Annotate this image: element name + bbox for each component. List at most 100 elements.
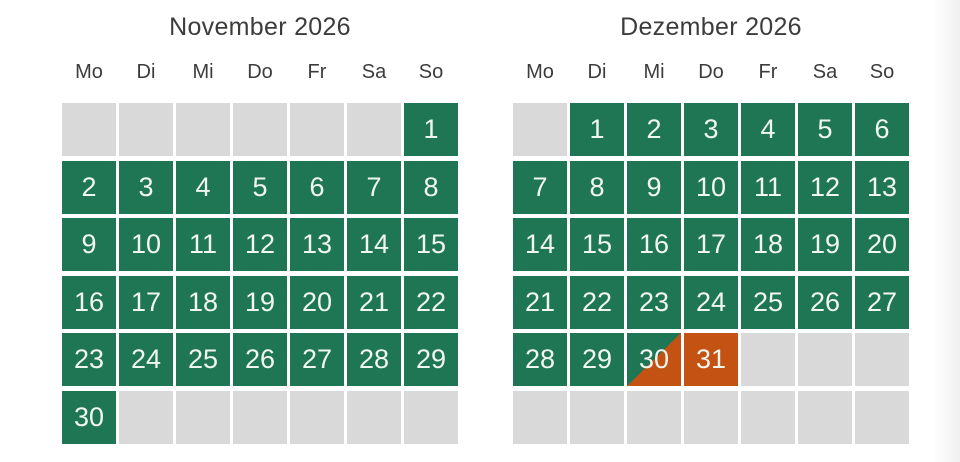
day-cell-16[interactable]: 16 [627, 218, 681, 271]
day-cell-4[interactable]: 4 [176, 160, 230, 214]
day-cell-7[interactable]: 7 [347, 160, 401, 214]
day-cell-6[interactable]: 6 [290, 160, 344, 214]
weekday-label-mi: Mi [643, 61, 665, 83]
day-grid: 1 2 3 4 5 6 7 8 9 10 11 12 13 14 15 16 17 18 19 20 21 22 23 24 2… [62, 103, 458, 444]
day-cell-8[interactable]: 8 [570, 160, 624, 214]
empty-cell [176, 103, 230, 156]
weekday-label-so: So [869, 61, 895, 83]
month-calendar-november: November 2026 Mo Di Mi Do Fr Sa So 1 2 3 4 5 6 7 8 9 10… [62, 12, 458, 444]
day-cell-21[interactable]: 21 [513, 275, 567, 329]
month-title: Dezember 2026 [620, 13, 802, 41]
day-cell-19[interactable]: 19 [798, 218, 852, 271]
empty-cell [570, 390, 624, 444]
day-cell-31[interactable]: 31 [684, 333, 738, 386]
weekday-label-di: Di [587, 61, 607, 83]
empty-cell [290, 103, 344, 156]
day-cell-10[interactable]: 10 [119, 218, 173, 271]
day-cell-1[interactable]: 1 [570, 103, 624, 156]
empty-cell [176, 390, 230, 444]
weekday-label-mo: Mo [75, 61, 103, 83]
weekday-label-sa: Sa [361, 61, 387, 83]
day-cell-5[interactable]: 5 [798, 103, 852, 156]
weekday-label-di: Di [136, 61, 156, 83]
day-cell-9[interactable]: 9 [62, 218, 116, 271]
day-cell-14[interactable]: 14 [347, 218, 401, 271]
day-cell-23[interactable]: 23 [627, 275, 681, 329]
weekday-label-fr: Fr [307, 61, 327, 83]
day-cell-21[interactable]: 21 [347, 275, 401, 329]
calendar-pair: November 2026 Mo Di Mi Do Fr Sa So 1 2 3 4 5 6 7 8 9 10… [62, 12, 909, 444]
day-cell-15[interactable]: 15 [570, 218, 624, 271]
day-cell-7[interactable]: 7 [513, 160, 567, 214]
weekday-header-row: Mo Di Mi Do Fr Sa So [62, 61, 458, 84]
day-cell-26[interactable]: 26 [233, 333, 287, 386]
day-cell-11[interactable]: 11 [741, 160, 795, 214]
empty-cell [684, 390, 738, 444]
empty-cell [347, 103, 401, 156]
empty-cell [233, 390, 287, 444]
day-cell-15[interactable]: 15 [404, 218, 458, 271]
day-cell-25[interactable]: 25 [741, 275, 795, 329]
day-cell-26[interactable]: 26 [798, 275, 852, 329]
day-cell-19[interactable]: 19 [233, 275, 287, 329]
day-cell-24[interactable]: 24 [119, 333, 173, 386]
weekday-label-fr: Fr [758, 61, 778, 83]
empty-cell [855, 333, 909, 386]
day-cell-28[interactable]: 28 [513, 333, 567, 386]
right-edge-shadow [932, 0, 960, 462]
day-cell-12[interactable]: 12 [233, 218, 287, 271]
day-cell-30[interactable]: 30 [62, 390, 116, 444]
day-cell-25[interactable]: 25 [176, 333, 230, 386]
day-cell-24[interactable]: 24 [684, 275, 738, 329]
weekday-label-mo: Mo [526, 61, 554, 83]
day-cell-17[interactable]: 17 [119, 275, 173, 329]
day-cell-13[interactable]: 13 [290, 218, 344, 271]
day-cell-2[interactable]: 2 [62, 160, 116, 214]
day-cell-18[interactable]: 18 [176, 275, 230, 329]
weekday-header-row: Mo Di Mi Do Fr Sa So [513, 61, 909, 84]
day-cell-23[interactable]: 23 [62, 333, 116, 386]
day-cell-27[interactable]: 27 [855, 275, 909, 329]
day-cell-29[interactable]: 29 [570, 333, 624, 386]
empty-cell [798, 333, 852, 386]
weekday-label-do: Do [247, 61, 273, 83]
day-cell-16[interactable]: 16 [62, 275, 116, 329]
day-cell-30[interactable]: 30 [627, 333, 681, 386]
empty-cell [855, 390, 909, 444]
day-cell-29[interactable]: 29 [404, 333, 458, 386]
day-cell-12[interactable]: 12 [798, 160, 852, 214]
day-cell-8[interactable]: 8 [404, 160, 458, 214]
day-cell-20[interactable]: 20 [290, 275, 344, 329]
day-cell-6[interactable]: 6 [855, 103, 909, 156]
day-cell-13[interactable]: 13 [855, 160, 909, 214]
empty-cell [513, 103, 567, 156]
day-cell-22[interactable]: 22 [404, 275, 458, 329]
empty-cell [741, 333, 795, 386]
day-cell-11[interactable]: 11 [176, 218, 230, 271]
day-cell-18[interactable]: 18 [741, 218, 795, 271]
day-cell-5[interactable]: 5 [233, 160, 287, 214]
day-cell-20[interactable]: 20 [855, 218, 909, 271]
day-cell-27[interactable]: 27 [290, 333, 344, 386]
day-cell-10[interactable]: 10 [684, 160, 738, 214]
day-cell-17[interactable]: 17 [684, 218, 738, 271]
empty-cell [119, 390, 173, 444]
empty-cell [741, 390, 795, 444]
day-cell-14[interactable]: 14 [513, 218, 567, 271]
day-cell-9[interactable]: 9 [627, 160, 681, 214]
month-calendar-dezember: Dezember 2026 Mo Di Mi Do Fr Sa So 1 2 3 4 5 6 7 8 9 10… [513, 12, 909, 444]
day-grid: 1 2 3 4 5 6 7 8 9 10 11 12 13 14 15 16 17 18 19 20 21 22 23 24 2… [513, 103, 909, 444]
day-cell-3[interactable]: 3 [119, 160, 173, 214]
weekday-label-sa: Sa [812, 61, 838, 83]
day-cell-28[interactable]: 28 [347, 333, 401, 386]
empty-cell [119, 103, 173, 156]
empty-cell [513, 390, 567, 444]
day-cell-22[interactable]: 22 [570, 275, 624, 329]
day-cell-4[interactable]: 4 [741, 103, 795, 156]
day-cell-3[interactable]: 3 [684, 103, 738, 156]
day-cell-1[interactable]: 1 [404, 103, 458, 156]
empty-cell [62, 103, 116, 156]
day-cell-2[interactable]: 2 [627, 103, 681, 156]
weekday-label-so: So [418, 61, 444, 83]
empty-cell [290, 390, 344, 444]
